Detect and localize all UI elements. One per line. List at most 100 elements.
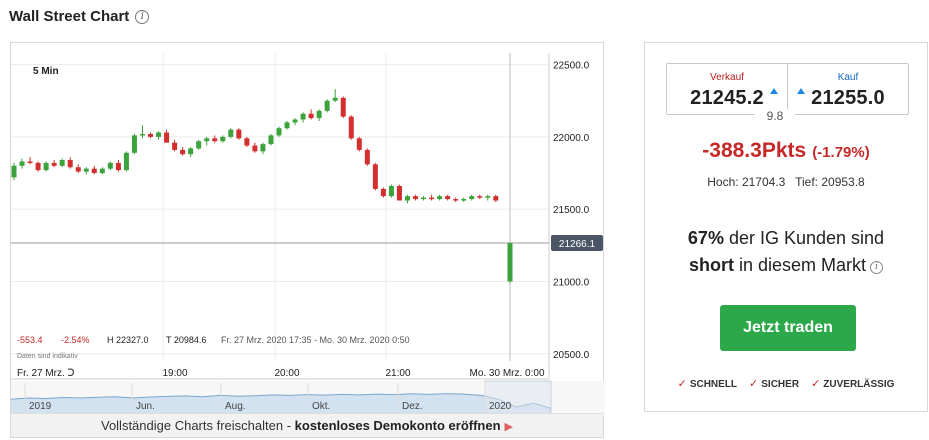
candle-body — [19, 161, 25, 166]
candle-body — [316, 110, 322, 119]
price-chart[interactable]: 20500.0 21000.0 21500.0 22000.0 22500.0 21266… — [11, 43, 605, 415]
candle-body — [91, 168, 97, 174]
candle-body — [228, 129, 234, 137]
candle-body — [507, 242, 513, 282]
client-sentiment: 67% der IG Kunden sind short in diesem M… — [645, 225, 927, 279]
stat-high: H 22327.0 — [107, 335, 149, 345]
sentiment-percent: 67% — [687, 228, 724, 248]
candle-body — [164, 132, 170, 143]
high-low: Hoch: 21704.3 Tief: 20953.8 — [645, 175, 927, 189]
candle-body — [308, 113, 314, 119]
unlock-charts-banner[interactable]: Vollständige Charts freischalten - koste… — [11, 413, 603, 437]
candle-body — [107, 162, 113, 169]
sell-label: Verkauf — [710, 72, 744, 83]
page-title: Wall Street Chart — [9, 8, 130, 25]
navigator-label: Aug. — [225, 401, 246, 412]
triangle-up-icon — [770, 88, 778, 94]
candle-body — [437, 196, 443, 200]
change-percent: (-1.79%) — [812, 144, 870, 161]
candle-body — [172, 142, 178, 150]
candle-body — [372, 164, 378, 189]
price-box: Verkauf 21245.2 Kauf 21255.0 — [666, 63, 909, 115]
cta-link[interactable]: kostenloses Demokonto eröffnen — [294, 418, 501, 433]
candle-body — [348, 116, 354, 139]
navigator-label: Jun. — [136, 401, 155, 412]
candle-body — [99, 168, 105, 174]
y-tick-label: 20500.0 — [553, 350, 590, 361]
candle-body — [485, 196, 491, 198]
buy-price: 21255.0 — [811, 87, 885, 109]
candle-body — [131, 135, 137, 153]
candle-body — [340, 97, 346, 117]
feature-item: ✓ SCHNELL — [677, 378, 738, 390]
candle-body — [139, 133, 145, 136]
navigator-label: Dez. — [402, 401, 423, 412]
checkmark-icon: ✓ — [811, 378, 821, 390]
info-circle-icon[interactable]: i — [135, 9, 150, 24]
checkmark-icon: ✓ — [749, 378, 759, 390]
candle-body — [332, 97, 338, 101]
candle-body — [75, 167, 81, 172]
navigator-label: Okt. — [312, 401, 330, 412]
sentiment-text: der IG Kunden sind — [728, 228, 885, 248]
trade-now-button[interactable]: Jetzt traden — [720, 305, 856, 351]
candle-body — [445, 196, 451, 200]
candle-body — [404, 196, 410, 201]
chart-panel: 20500.0 21000.0 21500.0 22000.0 22500.0 21266… — [10, 42, 605, 438]
stat-range: Fr. 27 Mrz. 2020 17:35 - Mo. 30 Mrz. 202… — [221, 335, 410, 345]
buy-label: Kauf — [837, 72, 859, 83]
y-tick-label: 21000.0 — [553, 277, 590, 288]
x-tick-label: Mo. 30 Mrz. 0:00 — [469, 368, 544, 379]
triangle-up-icon — [797, 88, 805, 94]
candle-body — [469, 196, 475, 200]
candle-body — [156, 132, 162, 137]
sell-price: 21245.2 — [690, 87, 764, 109]
feature-list: ✓ SCHNELL ✓ SICHER ✓ ZUVERLÄSSIG — [645, 377, 927, 390]
navigator-handle[interactable] — [484, 380, 552, 415]
candle-body — [421, 197, 427, 200]
candle-body — [83, 168, 89, 172]
candle-body — [380, 188, 386, 197]
candle-body — [67, 160, 73, 168]
candle-body — [461, 199, 467, 201]
info-circle-icon[interactable]: i — [870, 261, 884, 274]
feature-item: ✓ SICHER — [749, 378, 800, 390]
candle-body — [396, 186, 402, 201]
candle-body — [59, 160, 65, 166]
candle-body — [493, 196, 499, 201]
y-tick-label: 21500.0 — [553, 205, 590, 216]
sell-price-button[interactable]: Verkauf 21245.2 — [667, 64, 788, 114]
candle-body — [252, 145, 258, 152]
feature-item: ✓ ZUVERLÄSSIG — [811, 378, 895, 390]
change-points: -388.3Pkts — [702, 139, 807, 162]
sentiment-text-end: in diesem Markt — [738, 255, 867, 275]
candle-body — [196, 141, 202, 149]
candle-body — [364, 149, 370, 165]
y-tick-label: 22000.0 — [553, 133, 590, 144]
play-arrow-icon: ▶ — [504, 421, 513, 433]
high-value: Hoch: 21704.3 — [707, 175, 786, 189]
stat-change-pct: -2.54% — [61, 335, 90, 345]
x-tick-label: 19:00 — [162, 368, 187, 379]
candle-body — [244, 138, 250, 146]
candle-body — [300, 113, 306, 120]
navigator-line — [11, 393, 552, 409]
candle-body — [477, 196, 483, 198]
last-price-tag — [551, 234, 603, 251]
candle-body — [260, 144, 266, 152]
stat-note: Daten sind indikativ — [17, 353, 78, 360]
spread-value: 9.8 — [755, 109, 795, 123]
candle-body — [356, 138, 362, 150]
y-tick-label: 22500.0 — [553, 61, 590, 72]
candle-body — [148, 133, 154, 137]
stat-change: -553.4 — [17, 335, 43, 345]
candle-body — [212, 138, 218, 142]
x-tick-label: Fr. 27 Mrz. Ↄ — [17, 368, 75, 379]
candle-body — [204, 138, 210, 142]
buy-price-button[interactable]: Kauf 21255.0 — [788, 64, 908, 114]
candle-body — [453, 199, 459, 201]
candle-body — [236, 129, 242, 139]
candle-body — [35, 162, 41, 171]
last-price-label: 21266.1 — [559, 239, 596, 250]
candle-body — [284, 122, 290, 129]
